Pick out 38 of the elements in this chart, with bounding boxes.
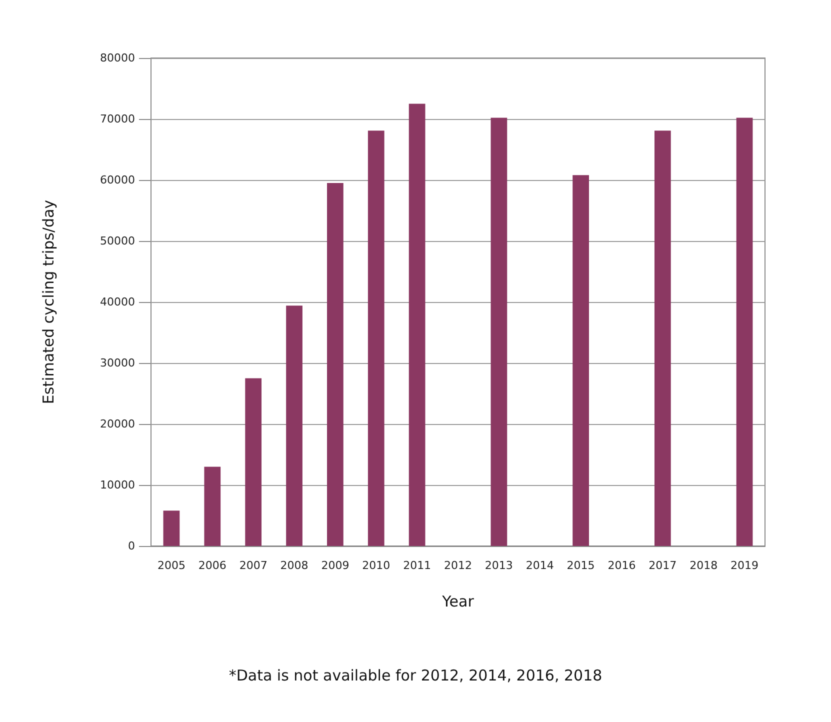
text: *Data is not available for 2012, 2014, 2016, 2018: [228, 666, 602, 684]
y-tick-label: 80000: [100, 52, 135, 64]
x-tick-label: 2018: [690, 559, 718, 572]
x-tick-label: 2006: [198, 559, 226, 572]
x-tick-label: 2011: [403, 559, 432, 572]
y-tick-label: 50000: [100, 234, 135, 248]
y-tick-label: 40000: [100, 296, 135, 308]
bar: [490, 118, 508, 546]
x-tick-label: 2012: [444, 559, 472, 572]
bar: [408, 104, 426, 546]
x-tick-label: 2015: [566, 559, 595, 572]
x-tick-label: 2016: [608, 559, 636, 572]
bar: [368, 130, 384, 546]
bar: [163, 510, 180, 546]
x-tick-label: 2010: [362, 559, 390, 572]
x-axis-title: Year: [441, 592, 475, 610]
x-tick-label: 2019: [730, 559, 759, 572]
y-tick-label: 70000: [100, 112, 135, 126]
bar: [654, 130, 671, 546]
bar: [327, 183, 344, 546]
y-tick-label: 30000: [100, 356, 135, 370]
x-tick-label: 2005: [157, 559, 186, 572]
bar: [245, 378, 262, 546]
y-tick-label: 60000: [100, 174, 135, 186]
y-tick-label: 20000: [100, 418, 135, 430]
y-tick-label: 0: [128, 540, 135, 552]
x-tick-label: 2008: [280, 559, 308, 572]
x-tick-label: 2017: [648, 559, 677, 572]
x-tick-label: 2014: [526, 559, 554, 572]
x-tick-label: 2007: [239, 559, 268, 572]
bar: [572, 175, 589, 546]
bar: [286, 306, 302, 546]
y-axis-title: Estimated cycling trips/day: [40, 200, 58, 404]
x-tick-label: 2009: [321, 559, 350, 572]
bar: [736, 118, 753, 546]
bar: [204, 466, 221, 546]
y-tick-label: 10000: [100, 478, 135, 492]
x-tick-label: 2013: [484, 559, 513, 572]
